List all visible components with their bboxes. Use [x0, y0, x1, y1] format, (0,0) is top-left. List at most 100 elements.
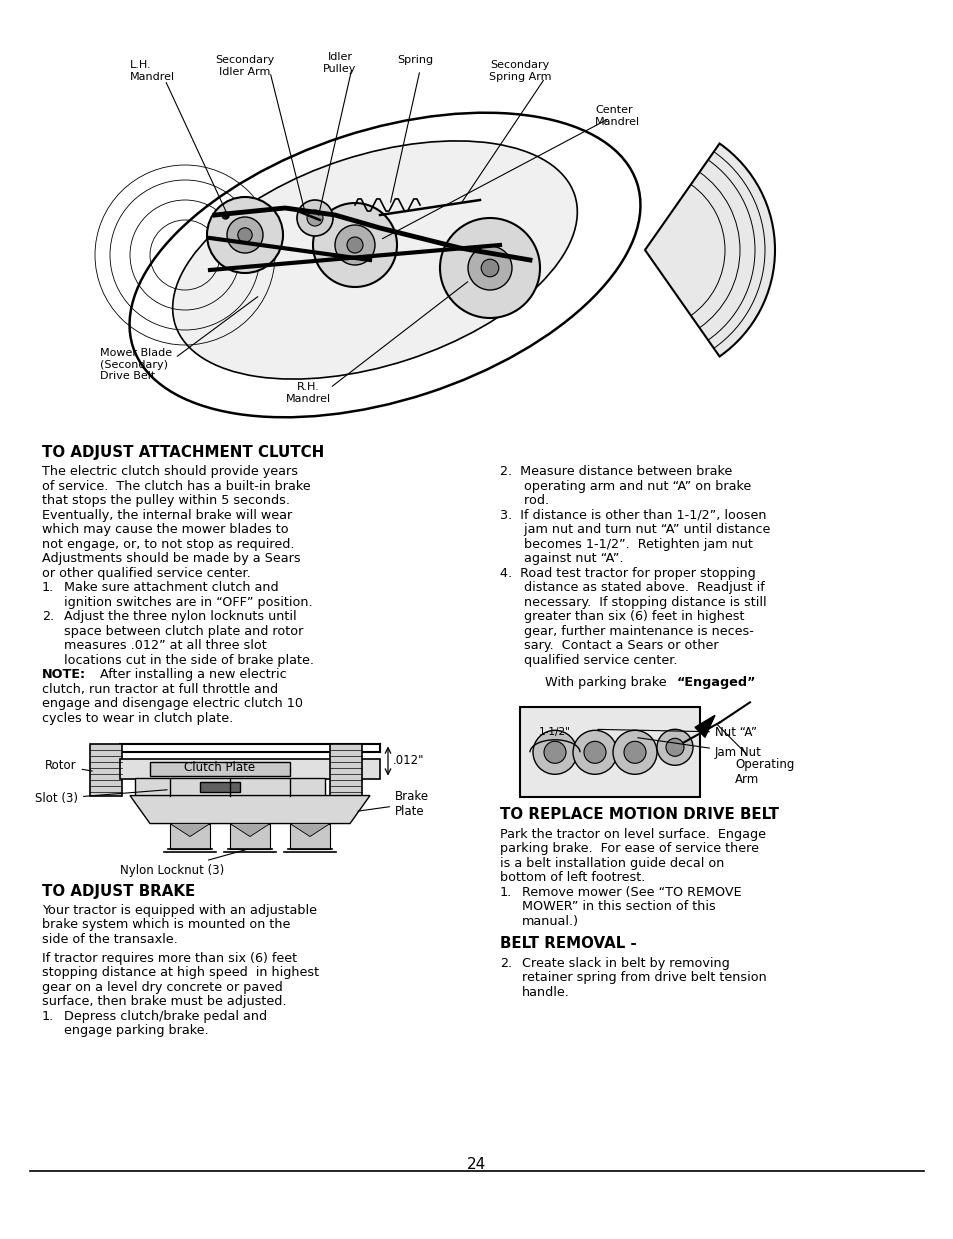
Text: Idler
Pulley: Idler Pulley: [323, 52, 356, 73]
Text: Brake
Plate: Brake Plate: [357, 789, 429, 818]
Text: 24: 24: [467, 1157, 486, 1172]
Circle shape: [543, 741, 565, 763]
Text: jam nut and turn nut “A” until distance: jam nut and turn nut “A” until distance: [499, 523, 770, 536]
Text: ignition switches are in “OFF” position.: ignition switches are in “OFF” position.: [64, 596, 313, 608]
Text: gear, further maintenance is neces-: gear, further maintenance is neces-: [499, 624, 753, 638]
Text: rod.: rod.: [499, 494, 549, 507]
Text: 1.: 1.: [42, 581, 54, 595]
Text: necessary.  If stopping distance is still: necessary. If stopping distance is still: [499, 596, 766, 608]
Text: of service.  The clutch has a built-in brake: of service. The clutch has a built-in br…: [42, 479, 311, 493]
Circle shape: [657, 730, 692, 766]
Circle shape: [237, 228, 252, 242]
Text: The electric clutch should provide years: The electric clutch should provide years: [42, 466, 297, 478]
Text: or other qualified service center.: or other qualified service center.: [42, 566, 251, 580]
Text: 2.  Measure distance between brake: 2. Measure distance between brake: [499, 466, 732, 478]
Polygon shape: [695, 715, 714, 737]
Text: Adjust the three nylon locknuts until: Adjust the three nylon locknuts until: [64, 611, 296, 623]
Wedge shape: [644, 144, 774, 357]
Text: Make sure attachment clutch and: Make sure attachment clutch and: [64, 581, 278, 595]
Text: TO REPLACE MOTION DRIVE BELT: TO REPLACE MOTION DRIVE BELT: [499, 808, 779, 823]
Text: BELT REMOVAL -: BELT REMOVAL -: [499, 937, 636, 952]
Text: locations cut in the side of brake plate.: locations cut in the side of brake plate…: [64, 654, 314, 667]
Circle shape: [313, 203, 396, 287]
Circle shape: [573, 730, 617, 774]
Text: “Engaged”: “Engaged”: [677, 675, 756, 689]
Bar: [150, 762, 290, 776]
Circle shape: [347, 237, 363, 253]
Text: Secondary
Spring Arm: Secondary Spring Arm: [488, 59, 551, 82]
Text: Center
Mandrel: Center Mandrel: [595, 105, 639, 126]
Text: Clutch Plate: Clutch Plate: [184, 761, 255, 774]
Text: cycles to wear in clutch plate.: cycles to wear in clutch plate.: [42, 711, 233, 725]
Text: is a belt installation guide decal on: is a belt installation guide decal on: [499, 856, 723, 870]
Text: Adjustments should be made by a Sears: Adjustments should be made by a Sears: [42, 553, 300, 565]
Text: 1-1/2": 1-1/2": [538, 727, 570, 737]
Bar: [519, 707, 700, 798]
Text: Depress clutch/brake pedal and: Depress clutch/brake pedal and: [64, 1010, 267, 1022]
Text: L.H.
Mandrel: L.H. Mandrel: [130, 59, 175, 82]
Text: bottom of left footrest.: bottom of left footrest.: [499, 871, 644, 885]
Text: After installing a new electric: After installing a new electric: [91, 668, 286, 681]
Text: 1.: 1.: [499, 886, 512, 898]
Text: Eventually, the internal brake will wear: Eventually, the internal brake will wear: [42, 509, 292, 522]
Text: which may cause the mower blades to: which may cause the mower blades to: [42, 523, 289, 536]
Text: retainer spring from drive belt tension: retainer spring from drive belt tension: [521, 971, 766, 984]
Circle shape: [665, 738, 683, 756]
Text: Create slack in belt by removing: Create slack in belt by removing: [521, 957, 729, 970]
Text: distance as stated above.  Readjust if: distance as stated above. Readjust if: [499, 581, 764, 595]
Text: against nut “A”.: against nut “A”.: [499, 553, 623, 565]
Text: 1.: 1.: [42, 1010, 54, 1022]
Text: .012": .012": [393, 755, 424, 767]
Text: Park the tractor on level surface.  Engage: Park the tractor on level surface. Engag…: [499, 828, 765, 840]
Text: Spring: Spring: [396, 55, 433, 64]
Text: becomes 1-1/2”.  Retighten jam nut: becomes 1-1/2”. Retighten jam nut: [499, 538, 752, 551]
Polygon shape: [170, 824, 210, 849]
Text: Operating
Arm: Operating Arm: [717, 725, 794, 787]
Text: R.H.
Mandrel: R.H. Mandrel: [285, 382, 331, 404]
Text: Secondary
Idler Arm: Secondary Idler Arm: [215, 55, 274, 77]
Polygon shape: [290, 824, 330, 849]
Text: With parking brake: With parking brake: [544, 675, 670, 689]
Circle shape: [468, 247, 512, 290]
Text: Mower Blade
(Secondary)
Drive Belt: Mower Blade (Secondary) Drive Belt: [100, 348, 172, 382]
Text: handle.: handle.: [521, 986, 569, 999]
Text: TO ADJUST ATTACHMENT CLUTCH: TO ADJUST ATTACHMENT CLUTCH: [42, 445, 324, 460]
Circle shape: [613, 730, 657, 774]
Text: Remove mower (See “TO REMOVE: Remove mower (See “TO REMOVE: [521, 886, 740, 898]
Text: Nut “A”: Nut “A”: [598, 726, 757, 738]
Bar: [90, 743, 122, 795]
Text: If tractor requires more than six (6) feet: If tractor requires more than six (6) fe…: [42, 952, 296, 965]
Circle shape: [207, 197, 283, 273]
Circle shape: [533, 730, 577, 774]
Text: clutch, run tractor at full throttle and: clutch, run tractor at full throttle and: [42, 683, 278, 696]
Text: engage and disengage electric clutch 10: engage and disengage electric clutch 10: [42, 698, 303, 710]
Circle shape: [335, 225, 375, 265]
Circle shape: [623, 741, 645, 763]
Text: NOTE:: NOTE:: [42, 668, 86, 681]
Text: Slot (3): Slot (3): [35, 789, 167, 805]
Text: Rotor: Rotor: [45, 760, 92, 772]
Text: engage parking brake.: engage parking brake.: [64, 1025, 209, 1037]
Text: manual.): manual.): [521, 914, 578, 928]
Text: greater than six (6) feet in highest: greater than six (6) feet in highest: [499, 611, 743, 623]
Circle shape: [439, 218, 539, 318]
Text: brake system which is mounted on the: brake system which is mounted on the: [42, 918, 290, 932]
Text: that stops the pulley within 5 seconds.: that stops the pulley within 5 seconds.: [42, 494, 290, 507]
Text: Nylon Locknut (3): Nylon Locknut (3): [120, 849, 247, 876]
Text: MOWER” in this section of this: MOWER” in this section of this: [521, 900, 715, 913]
Text: 4.  Road test tractor for proper stopping: 4. Road test tractor for proper stopping: [499, 566, 755, 580]
Text: gear on a level dry concrete or paved: gear on a level dry concrete or paved: [42, 981, 282, 994]
Text: qualified service center.: qualified service center.: [499, 654, 677, 667]
Bar: [135, 778, 325, 795]
Circle shape: [307, 209, 323, 225]
Polygon shape: [170, 824, 210, 836]
Bar: [120, 758, 379, 778]
Polygon shape: [290, 824, 330, 836]
Text: surface, then brake must be adjusted.: surface, then brake must be adjusted.: [42, 995, 286, 1009]
Text: TO ADJUST BRAKE: TO ADJUST BRAKE: [42, 883, 195, 898]
Polygon shape: [230, 824, 270, 849]
Polygon shape: [130, 795, 370, 824]
Text: parking brake.  For ease of service there: parking brake. For ease of service there: [499, 843, 759, 855]
Text: sary.  Contact a Sears or other: sary. Contact a Sears or other: [499, 639, 718, 652]
Circle shape: [296, 199, 333, 235]
